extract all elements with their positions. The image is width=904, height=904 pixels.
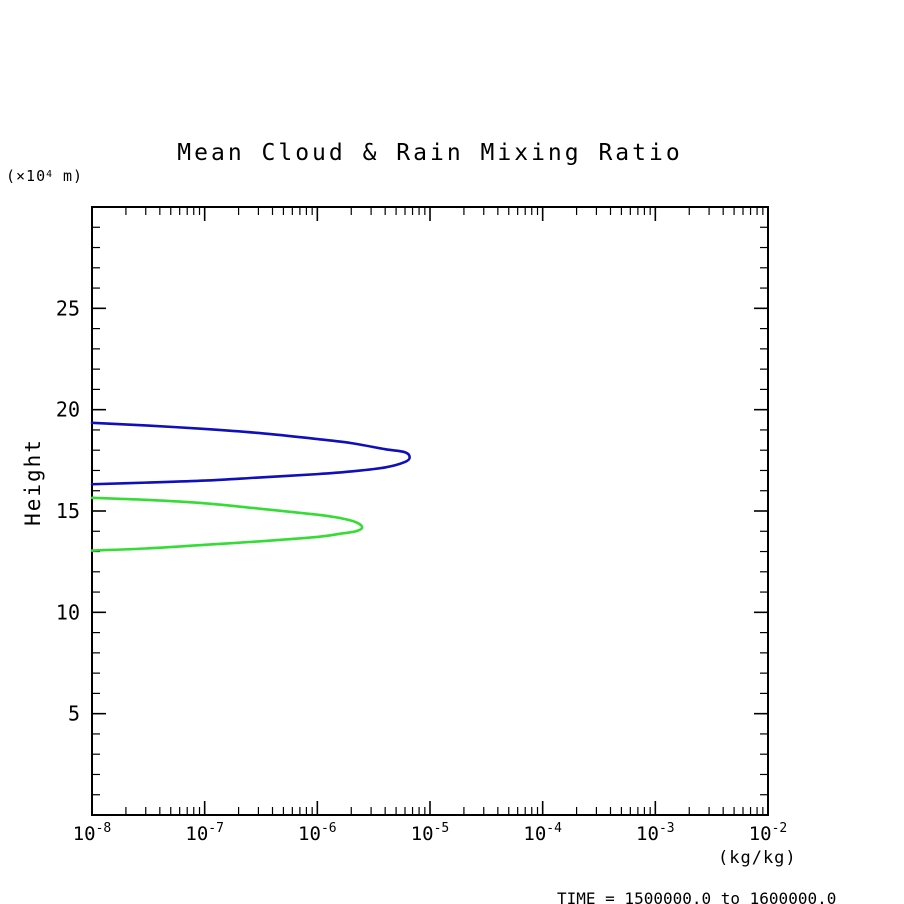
y-unit-suffix: m) xyxy=(53,167,84,185)
y-tick-label: 10 xyxy=(56,600,80,624)
y-unit-exponent: 4 xyxy=(46,168,53,180)
chart-title: Mean Cloud & Rain Mixing Ratio xyxy=(177,140,683,166)
x-tick-label: 10-8 xyxy=(73,821,112,845)
y-unit-prefix: (×10 xyxy=(6,167,47,185)
x-tick-label: 10-5 xyxy=(411,821,450,845)
x-tick-label: 10-4 xyxy=(523,821,562,845)
y-tick-label: 5 xyxy=(68,702,80,726)
y-tick-label: 15 xyxy=(56,499,80,523)
series-rain-line xyxy=(90,496,364,552)
x-tick-label: 10-3 xyxy=(636,821,675,845)
x-tick-label: 10-7 xyxy=(185,821,224,845)
series-cloud-line xyxy=(90,421,411,486)
x-axis-unit-label: (kg/kg) xyxy=(718,848,797,868)
y-tick-label: 20 xyxy=(56,398,80,422)
y-axis-unit-label: (×104 m) xyxy=(6,167,83,185)
time-range-annotation: TIME = 1500000.0 to 1600000.0 xyxy=(557,889,837,904)
x-tick-label: 10-6 xyxy=(298,821,337,845)
plot-frame xyxy=(91,206,769,816)
x-tick-label: 10-2 xyxy=(749,821,788,845)
y-tick-label: 25 xyxy=(56,296,80,320)
